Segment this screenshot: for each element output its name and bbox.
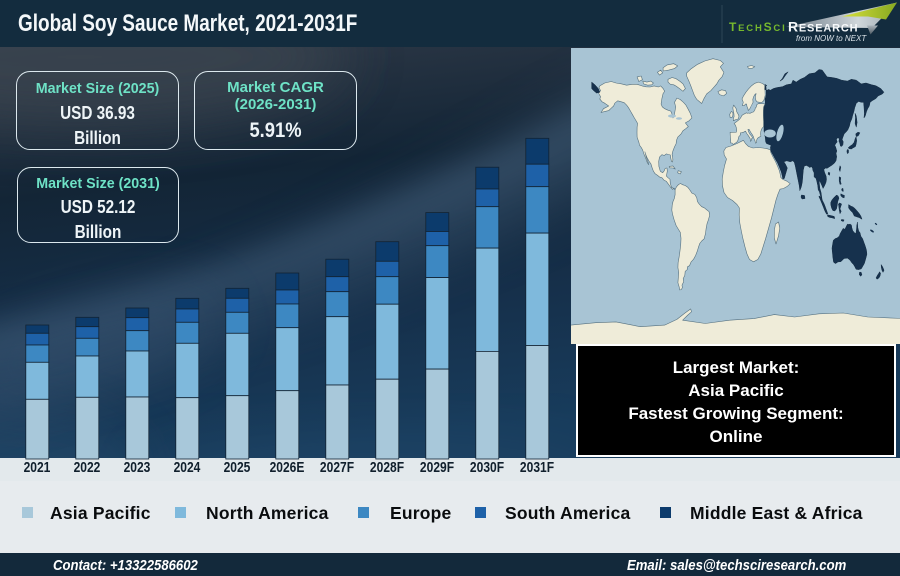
svg-text:TECHSCI: TECHSCI (729, 20, 787, 34)
svg-text:from NOW to NEXT: from NOW to NEXT (796, 34, 867, 43)
svg-text:RESEARCH: RESEARCH (788, 19, 858, 35)
